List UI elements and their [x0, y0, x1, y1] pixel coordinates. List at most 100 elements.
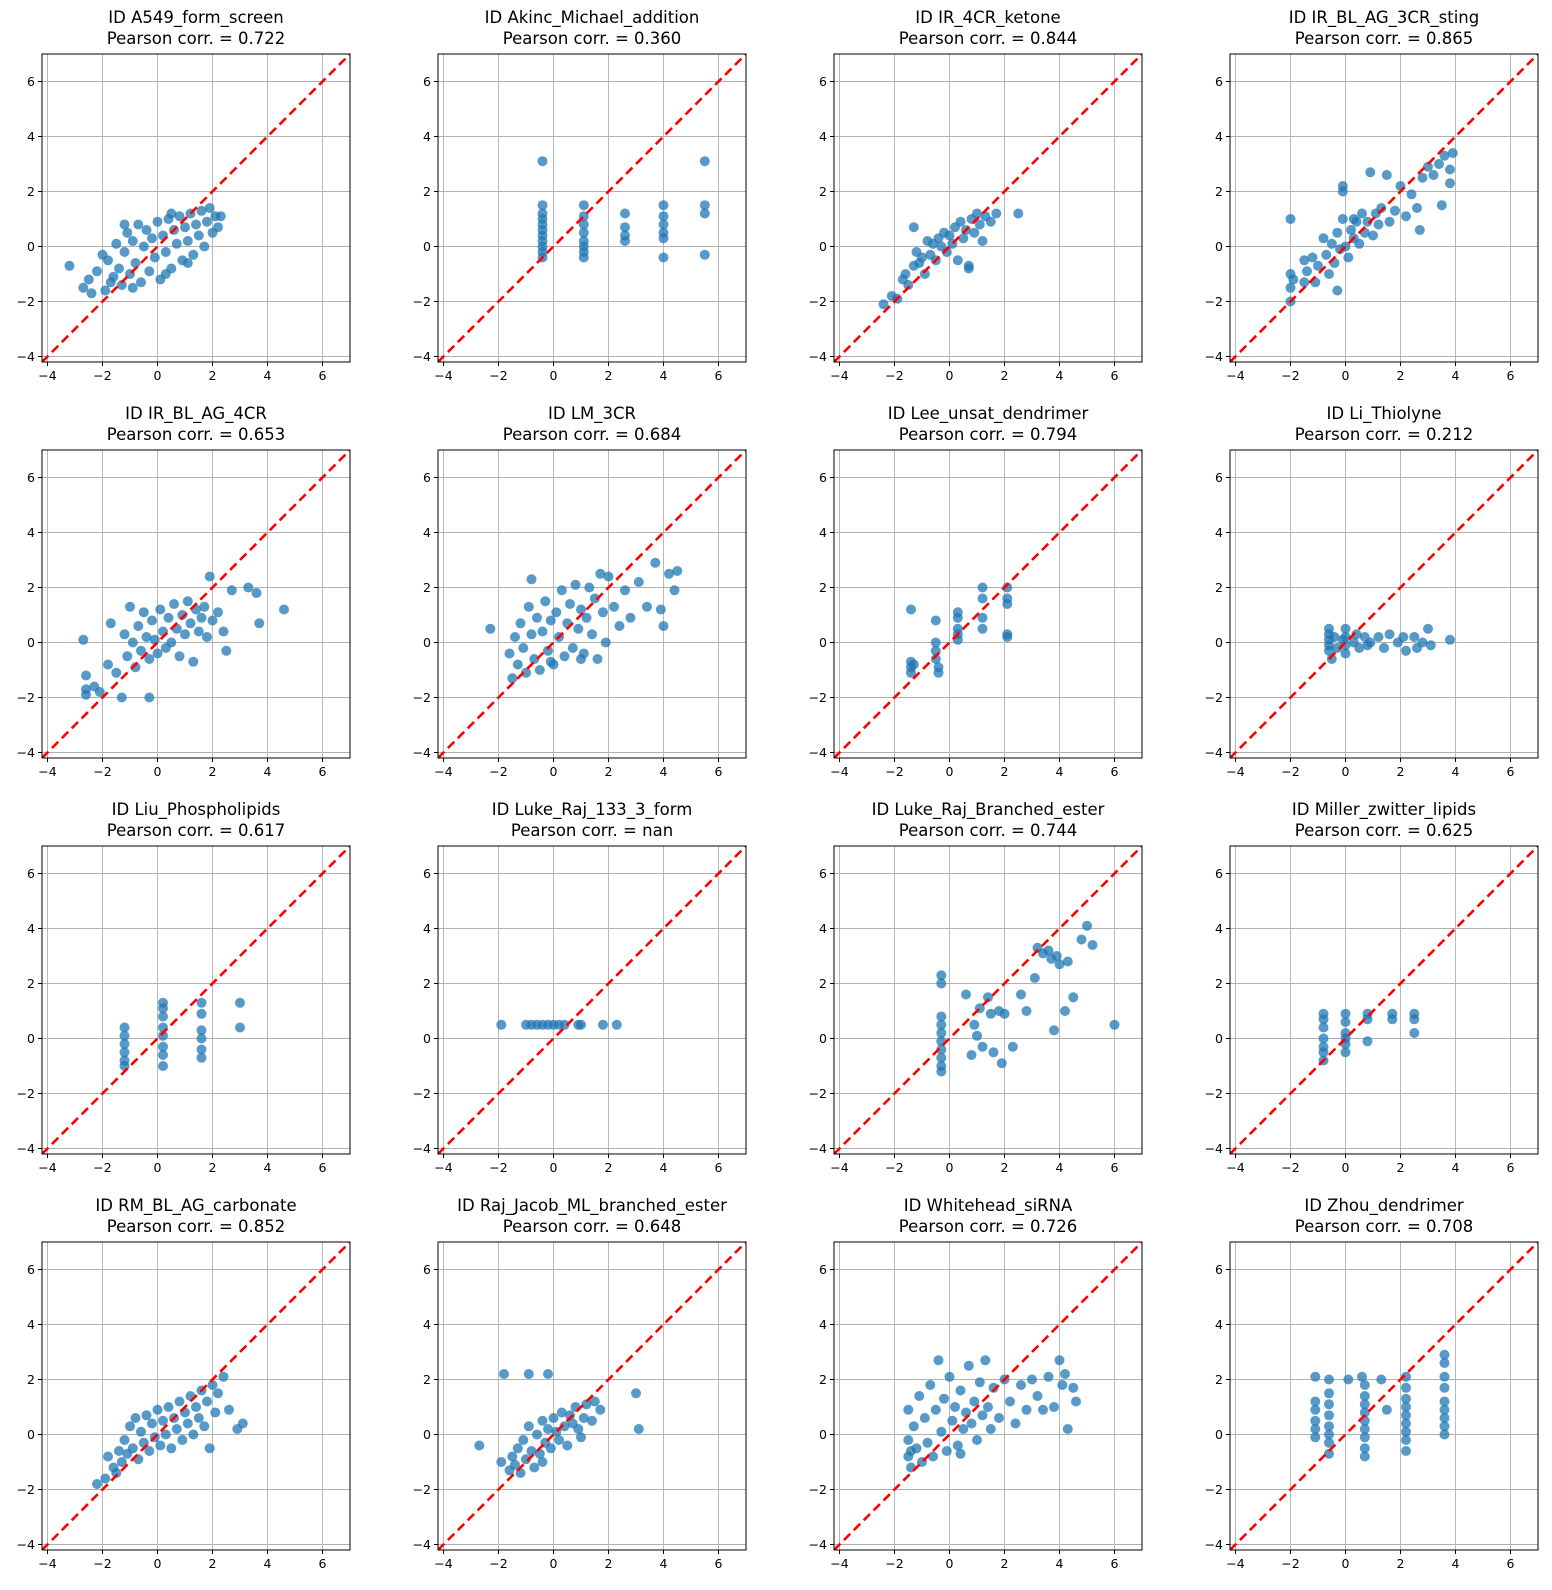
data-point	[1423, 161, 1433, 172]
data-point	[496, 1019, 507, 1030]
data-point	[955, 1385, 966, 1396]
y-tick-label: 0	[1215, 239, 1223, 254]
x-tick-label: −4	[1226, 1160, 1244, 1175]
x-tick-label: −2	[489, 1160, 507, 1175]
data-point	[1401, 1410, 1411, 1421]
y-tick-label: 4	[423, 1317, 431, 1332]
data-point	[545, 656, 556, 667]
panel-subtitle: Pearson corr. = 0.708	[1295, 1217, 1474, 1236]
y-tick-label: −2	[17, 1086, 35, 1101]
data-point	[1439, 1371, 1450, 1382]
data-point	[130, 1413, 141, 1423]
data-point	[78, 282, 89, 293]
data-point	[1318, 1014, 1329, 1025]
x-tick-label: 6	[319, 1160, 327, 1175]
data-point	[138, 241, 149, 252]
panel-subtitle: Pearson corr. = 0.360	[503, 29, 682, 48]
data-point	[903, 1435, 914, 1445]
data-point	[595, 1404, 606, 1415]
panel-title: ID RM_BL_AG_carbonate	[95, 1196, 296, 1216]
data-point	[903, 280, 914, 290]
data-point	[936, 1028, 947, 1038]
data-point	[144, 1446, 155, 1456]
axes-frame	[41, 449, 351, 759]
data-point	[919, 1413, 930, 1423]
axes-frame	[1229, 1241, 1539, 1551]
axes-frame	[1229, 449, 1539, 759]
data-point	[598, 607, 608, 618]
data-point	[138, 607, 149, 618]
data-point	[994, 1413, 1004, 1423]
data-point	[1043, 1371, 1054, 1382]
x-tick-label: −4	[830, 1556, 848, 1571]
data-point	[1332, 285, 1343, 296]
data-point	[966, 1418, 977, 1429]
data-point	[1357, 1371, 1367, 1382]
data-point	[210, 1407, 221, 1418]
data-point	[158, 1003, 168, 1014]
data-point	[1002, 632, 1013, 642]
y-tick-label: 4	[819, 129, 827, 144]
data-point	[171, 1424, 182, 1434]
data-point	[512, 1443, 523, 1454]
data-point	[1326, 654, 1337, 664]
x-tick-label: 6	[1507, 1160, 1515, 1175]
data-point	[961, 989, 971, 1000]
y-tick-label: 0	[819, 1031, 827, 1046]
data-point	[988, 1382, 999, 1393]
y-tick-label: −2	[1205, 294, 1223, 309]
x-tick-label: 6	[1507, 764, 1515, 779]
x-tick-label: 6	[319, 764, 327, 779]
data-point	[999, 1008, 1010, 1019]
y-tick-label: −2	[413, 690, 431, 705]
data-point	[941, 1446, 952, 1456]
data-point	[105, 618, 116, 629]
data-point	[166, 637, 177, 648]
data-point	[1049, 1402, 1059, 1412]
data-point	[565, 599, 575, 609]
panel-subtitle: Pearson corr. = 0.744	[899, 821, 1078, 840]
data-point	[551, 607, 562, 618]
y-tick-label: 0	[27, 635, 35, 650]
data-point	[620, 208, 630, 219]
data-point	[933, 1355, 944, 1366]
identity-line	[42, 1242, 350, 1550]
y-tick-label: −2	[1205, 1482, 1223, 1497]
data-point	[1324, 269, 1334, 279]
data-point	[972, 208, 982, 219]
data-point	[92, 1479, 102, 1489]
x-tick-label: 6	[715, 368, 723, 383]
panel-title: ID Luke_Raj_133_3_form	[492, 800, 693, 820]
x-tick-label: 0	[1342, 368, 1350, 383]
y-tick-label: −4	[17, 745, 35, 760]
panel-subtitle: Pearson corr. = 0.865	[1295, 29, 1474, 48]
data-point	[1049, 1025, 1059, 1036]
data-point	[1082, 920, 1092, 931]
x-tick-label: −2	[489, 764, 507, 779]
x-tick-label: 0	[1342, 764, 1350, 779]
data-point	[224, 1404, 234, 1415]
data-point	[1423, 623, 1433, 634]
y-tick-label: 0	[819, 239, 827, 254]
x-tick-label: 0	[1342, 1160, 1350, 1175]
y-tick-label: 0	[819, 635, 827, 650]
data-point	[930, 615, 941, 626]
data-point	[540, 596, 551, 607]
data-point	[950, 1402, 960, 1412]
data-point	[119, 1022, 130, 1033]
data-point	[1340, 1047, 1351, 1058]
data-point	[1436, 200, 1447, 211]
data-point	[169, 599, 179, 609]
data-point	[1010, 1418, 1021, 1429]
y-tick-label: −4	[413, 349, 431, 364]
x-tick-label: 4	[660, 1160, 668, 1175]
y-tick-label: 0	[1215, 635, 1223, 650]
data-point	[1359, 1424, 1370, 1434]
y-tick-label: 4	[423, 921, 431, 936]
data-point	[119, 219, 130, 230]
data-point	[130, 258, 141, 268]
data-point	[952, 1440, 963, 1451]
data-point	[1109, 1019, 1120, 1030]
data-point	[1439, 1421, 1450, 1432]
